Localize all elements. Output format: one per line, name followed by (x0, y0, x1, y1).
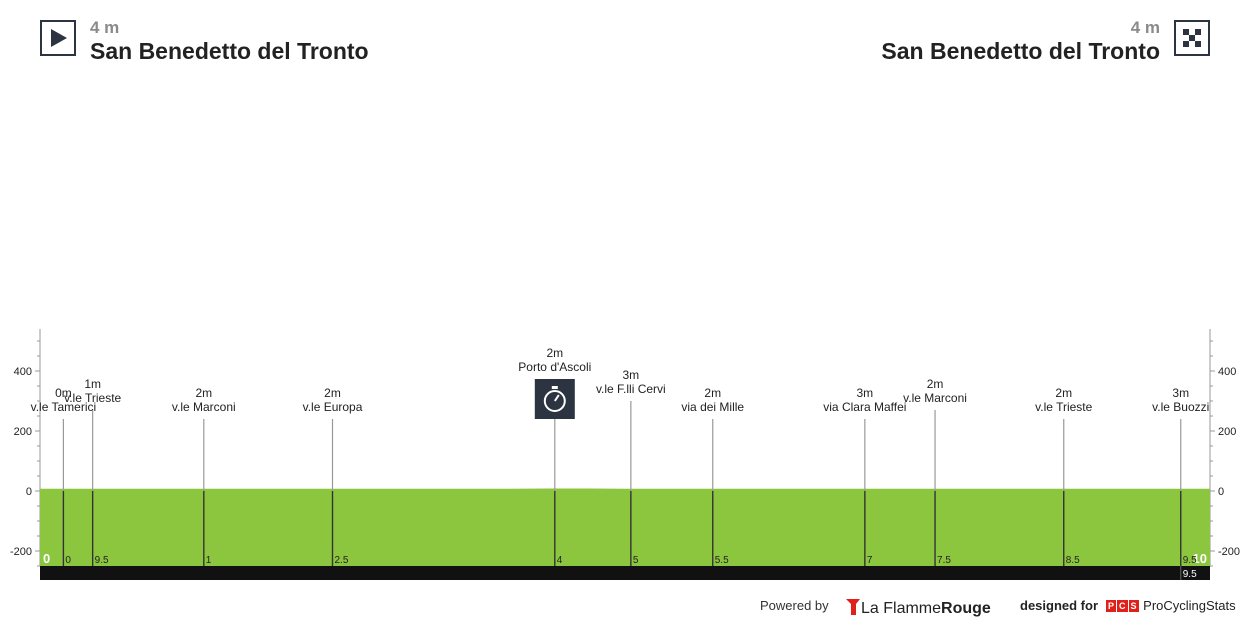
laflammerouge-logo[interactable]: La FlammeRouge (845, 598, 991, 618)
marker-km-label: 8.5 (1066, 555, 1080, 566)
pcs-badge-p: P (1106, 600, 1117, 612)
pcs-name: ProCyclingStats (1143, 598, 1236, 613)
finish-city: San Benedetto del Tronto (881, 38, 1160, 64)
marker-name: v.le Buozzi (1152, 400, 1209, 414)
distance-bar (40, 566, 1210, 580)
y-tick-label: 400 (1218, 366, 1236, 378)
marker-elevation: 2m (324, 386, 341, 400)
designed-for-label: designed for (1020, 598, 1099, 613)
stopwatch-crown (551, 386, 558, 389)
x-end-label: 10 (1193, 551, 1207, 566)
marker-elevation: 2m (195, 386, 212, 400)
y-tick-label: -200 (10, 546, 32, 558)
y-tick-label: 200 (14, 426, 32, 438)
y-tick-label: 400 (14, 366, 32, 378)
y-tick-label: 0 (1218, 486, 1224, 498)
marker-km-label: 9.5 (1183, 555, 1197, 566)
marker-name: v.le Marconi (903, 391, 967, 405)
y-tick-label: 0 (26, 486, 32, 498)
marker-elevation: 2m (1055, 386, 1072, 400)
marker-elevation: 3m (857, 386, 874, 400)
powered-by-label: Powered by (760, 598, 829, 613)
marker-elevation: 2m (546, 346, 563, 360)
marker-km-label: 7 (867, 555, 873, 566)
marker-name: Porto d'Ascoli (518, 360, 591, 374)
y-tick-label: 200 (1218, 426, 1236, 438)
marker-elevation: 1m (84, 377, 101, 391)
play-icon (40, 20, 76, 56)
bar-end-label: 9.5 (1183, 569, 1197, 580)
flame-logo-icon (846, 599, 860, 615)
marker-elevation: 2m (927, 377, 944, 391)
marker-elevation: 0m (55, 386, 72, 400)
start-elevation: 4 m (90, 18, 120, 37)
marker-name: v.le Europa (303, 400, 363, 414)
marker-name: via Clara Maffei (823, 400, 906, 414)
lfr-name-part2: Rouge (941, 600, 991, 617)
lfr-name-part1: La Flamme (861, 600, 942, 617)
marker-name: via dei Mille (681, 400, 744, 414)
marker-elevation: 2m (704, 386, 721, 400)
marker-name: v.le Tamerici (31, 400, 97, 414)
marker-km-label: 9.5 (95, 555, 109, 566)
start-city: San Benedetto del Tronto (90, 38, 369, 64)
pcs-badge-s: S (1128, 600, 1139, 612)
marker-name: v.le Trieste (64, 391, 121, 405)
marker-km-label: 5 (633, 555, 639, 566)
marker-name: v.le F.lli Cervi (596, 382, 666, 396)
pcs-badge-c: C (1117, 600, 1128, 612)
profile-area (40, 488, 1210, 566)
x-start-label: 0 (43, 551, 50, 566)
marker-km-label: 2.5 (335, 555, 349, 566)
marker-name: v.le Trieste (1035, 400, 1092, 414)
marker-km-label: 1 (206, 555, 212, 566)
marker-elevation: 3m (623, 368, 640, 382)
marker-km-label: 0 (65, 555, 71, 566)
marker-km-label: 4 (557, 555, 563, 566)
stopwatch-hand (553, 394, 560, 402)
checkered-flag-icon (1174, 20, 1210, 56)
stopwatch-icon-box (534, 379, 575, 419)
finish-elevation: 4 m (1130, 18, 1160, 37)
stopwatch-icon (543, 390, 566, 412)
marker-km-label: 7.5 (937, 555, 951, 566)
y-tick-label: -200 (1218, 546, 1240, 558)
marker-name: v.le Marconi (172, 400, 236, 414)
marker-km-label: 5.5 (715, 555, 729, 566)
marker-elevation: 3m (1172, 386, 1189, 400)
